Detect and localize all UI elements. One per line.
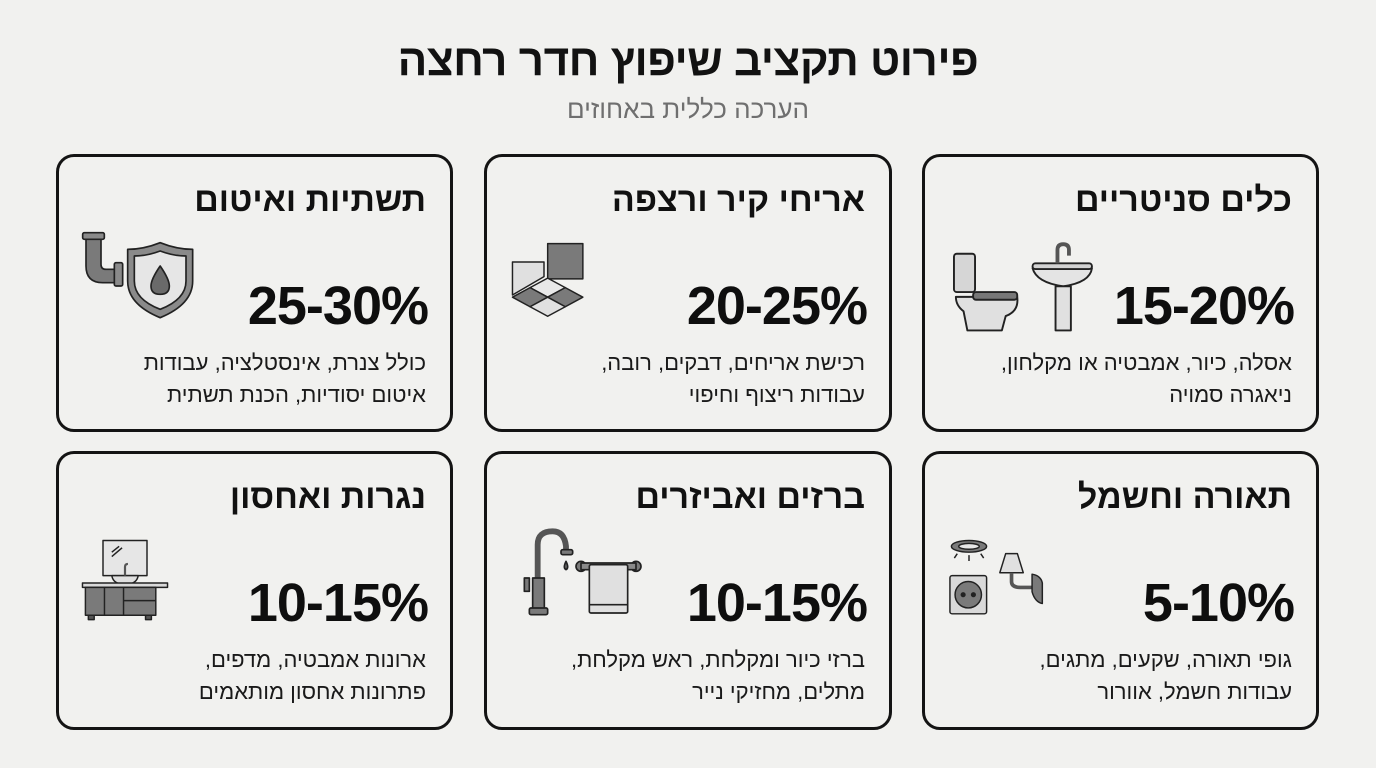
card-percent: 10-15% (686, 573, 868, 633)
desc-line: עבודות חשמל, אוורור (1097, 679, 1292, 704)
desc-line: ניאגרה סמויה (1169, 382, 1292, 407)
toilet-sink-icon (953, 242, 1093, 332)
card-description: כולל צנרת, אינסטלציה, עבודות איטום יסודי… (79, 347, 426, 411)
card-title: כלים סניטריים (1074, 181, 1292, 219)
card-lighting: תאורה וחשמל 5-10% גופי תאורה, שקעים, מתג… (922, 451, 1319, 730)
desc-line: פתרונות אחסון מותאמים (198, 679, 426, 704)
card-infrastructure: תשתיות ואיטום 25-30% כולל צנרת, אינסטלצי… (56, 154, 453, 432)
desc-line: רכישת אריחים, דבקים, רובה, (601, 350, 865, 375)
tiles-icon (511, 242, 584, 317)
card-carpentry: נגרות ואחסון 10-15% ארונות אמבטיה, מדפים… (56, 451, 453, 730)
card-description: גופי תאורה, שקעים, מתגים, עבודות חשמל, א… (945, 644, 1292, 708)
desc-line: איטום יסודיות, הכנת תשתית (167, 382, 426, 407)
card-percent: 25-30% (247, 276, 429, 336)
desc-line: ארונות אמבטיה, מדפים, (204, 647, 426, 672)
desc-line: כולל צנרת, אינסטלציה, עבודות (143, 350, 426, 375)
vanity-cabinet-icon (81, 539, 169, 621)
card-percent: 5-10% (1142, 573, 1295, 633)
card-description: אסלה, כיור, אמבטיה או מקלחון, ניאגרה סמו… (945, 347, 1292, 411)
card-percent: 20-25% (686, 276, 868, 336)
card-title: תשתיות ואיטום (194, 181, 426, 219)
desc-line: עבודות ריצוף וחיפוי (688, 382, 865, 407)
card-percent: 10-15% (247, 573, 429, 633)
card-title: נגרות ואחסון (229, 478, 426, 516)
card-title: ברזים ואביזרים (635, 478, 865, 516)
card-faucets: ברזים ואביזרים 10-15% ברזי כיור ומקלחת, … (484, 451, 892, 730)
desc-line: אסלה, כיור, אמבטיה או מקלחון, (1000, 350, 1292, 375)
card-sanitary: כלים סניטריים 15-20% אסלה, כיור, אמבטיה … (922, 154, 1319, 432)
desc-line: גופי תאורה, שקעים, מתגים, (1039, 647, 1292, 672)
desc-line: ברזי כיור ומקלחת, ראש מקלחת, (570, 647, 865, 672)
pipe-shield-icon (81, 231, 194, 319)
desc-line: מתלים, מחזיקי נייר (692, 679, 865, 704)
card-description: ברזי כיור ומקלחת, ראש מקלחת, מתלים, מחזי… (507, 644, 865, 708)
card-title: תאורה וחשמל (1077, 478, 1292, 516)
page-subtitle: הערכה כללית באחוזים (567, 94, 809, 124)
card-description: רכישת אריחים, דבקים, רובה, עבודות ריצוף … (507, 347, 865, 411)
card-tiles: אריחי קיר ורצפה 20-25% רכישת אריחים, דבק… (484, 154, 892, 432)
card-description: ארונות אמבטיה, מדפים, פתרונות אחסון מותא… (79, 644, 426, 708)
card-percent: 15-20% (1113, 276, 1295, 336)
page-title: פירוט תקציב שיפוץ חדר רחצה (397, 36, 979, 85)
card-title: אריחי קיר ורצפה (611, 181, 865, 219)
faucet-towel-icon (523, 528, 642, 616)
lighting-outlet-icon (949, 539, 1044, 615)
